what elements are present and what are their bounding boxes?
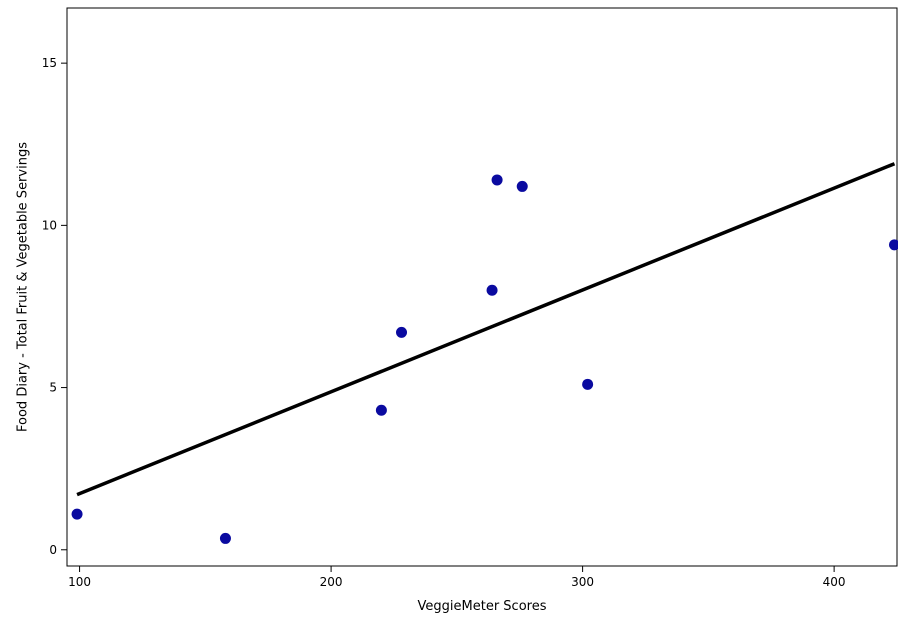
x-tick-label: 400 — [823, 575, 846, 589]
data-point — [486, 284, 498, 296]
data-points — [71, 174, 898, 544]
fit-line-group — [76, 162, 896, 497]
regression-line — [76, 162, 896, 497]
data-point — [516, 180, 528, 192]
x-tick-label: 200 — [320, 575, 343, 589]
y-tick-label: 10 — [42, 218, 57, 232]
data-point — [375, 404, 387, 416]
y-tick-label: 15 — [42, 56, 57, 70]
x-tick-label: 300 — [571, 575, 594, 589]
y-axis-ticks: 0 5 10 15 — [42, 56, 67, 557]
data-point — [71, 508, 83, 520]
y-tick-label: 5 — [49, 381, 57, 395]
x-tick-label: 100 — [68, 575, 91, 589]
y-axis-title: Food Diary - Total Fruit & Vegetable Ser… — [16, 142, 31, 432]
data-point — [219, 532, 231, 544]
data-point — [582, 378, 594, 390]
data-point — [888, 239, 898, 251]
x-axis-title: VeggieMeter Scores — [418, 599, 547, 614]
data-point — [491, 174, 503, 186]
plot-frame — [66, 7, 898, 567]
x-axis-ticks: 100 200 300 400 — [68, 566, 846, 589]
data-point — [396, 326, 408, 338]
y-tick-label: 0 — [49, 543, 57, 557]
